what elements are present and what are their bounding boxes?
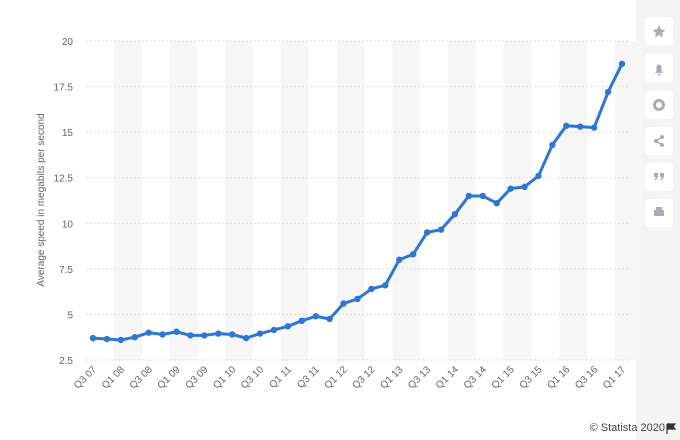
data-point [270, 326, 278, 334]
data-point [590, 124, 598, 131]
data-point [103, 335, 111, 343]
data-point [396, 256, 403, 263]
data-point [284, 323, 292, 330]
cite-button[interactable] [645, 163, 673, 191]
data-point [326, 315, 333, 323]
band [447, 41, 476, 360]
data-point [340, 300, 347, 307]
y-tick-label: 17.5 [54, 83, 74, 94]
data-point [465, 192, 473, 200]
data-point [173, 328, 180, 335]
data-point [256, 330, 264, 337]
data-point [604, 88, 612, 96]
band [113, 41, 142, 360]
data-point [368, 285, 375, 293]
data-point [521, 183, 528, 191]
band [559, 41, 588, 360]
share-dot [660, 135, 664, 139]
band [225, 41, 254, 360]
data-point [89, 334, 97, 342]
data-point [563, 122, 570, 129]
data-point [117, 336, 125, 344]
y-tick-label: 10 [62, 219, 74, 230]
data-point [493, 200, 500, 207]
data-point [145, 329, 152, 336]
data-point [507, 185, 514, 192]
data-point [242, 334, 250, 342]
data-point [577, 123, 584, 130]
band [169, 41, 198, 360]
data-point [618, 60, 626, 67]
share-dot [654, 139, 658, 143]
y-tick-label: 5 [67, 310, 73, 321]
y-tick-label: 20 [62, 37, 74, 48]
data-point [229, 331, 236, 338]
band [392, 41, 421, 360]
share-dot [660, 143, 664, 147]
y-tick-label: 7.5 [59, 265, 73, 276]
band [615, 41, 643, 360]
data-point [451, 210, 459, 218]
data-point [549, 141, 556, 149]
share-button[interactable] [645, 127, 673, 155]
data-point [479, 192, 486, 200]
y-tick-label: 2.5 [59, 356, 73, 367]
data-point [312, 313, 319, 320]
gear-icon [653, 99, 665, 111]
quote-icon [654, 173, 664, 180]
data-point [201, 332, 208, 339]
data-point [131, 334, 138, 341]
y-tick-label: 12.5 [54, 174, 74, 185]
bell-icon [655, 64, 663, 76]
data-point [382, 282, 389, 289]
star-icon [652, 25, 666, 38]
data-point [437, 226, 445, 233]
data-point [159, 331, 166, 338]
sidebar [645, 17, 673, 227]
band [280, 41, 309, 360]
data-point [215, 330, 222, 337]
data-point [535, 172, 542, 180]
data-point [187, 332, 194, 339]
band [503, 41, 532, 360]
y-axis-label: Average speed in megabits per second [36, 113, 47, 286]
data-point [423, 229, 431, 236]
print-icon [654, 207, 664, 216]
settings-button[interactable] [645, 91, 673, 119]
y-tick-label: 15 [62, 128, 74, 139]
data-point [354, 295, 361, 303]
band [336, 41, 365, 360]
flag-icon[interactable] [666, 423, 677, 434]
data-point [298, 317, 306, 325]
data-point [409, 251, 417, 258]
source-credit: © Statista 2020 [590, 422, 665, 434]
